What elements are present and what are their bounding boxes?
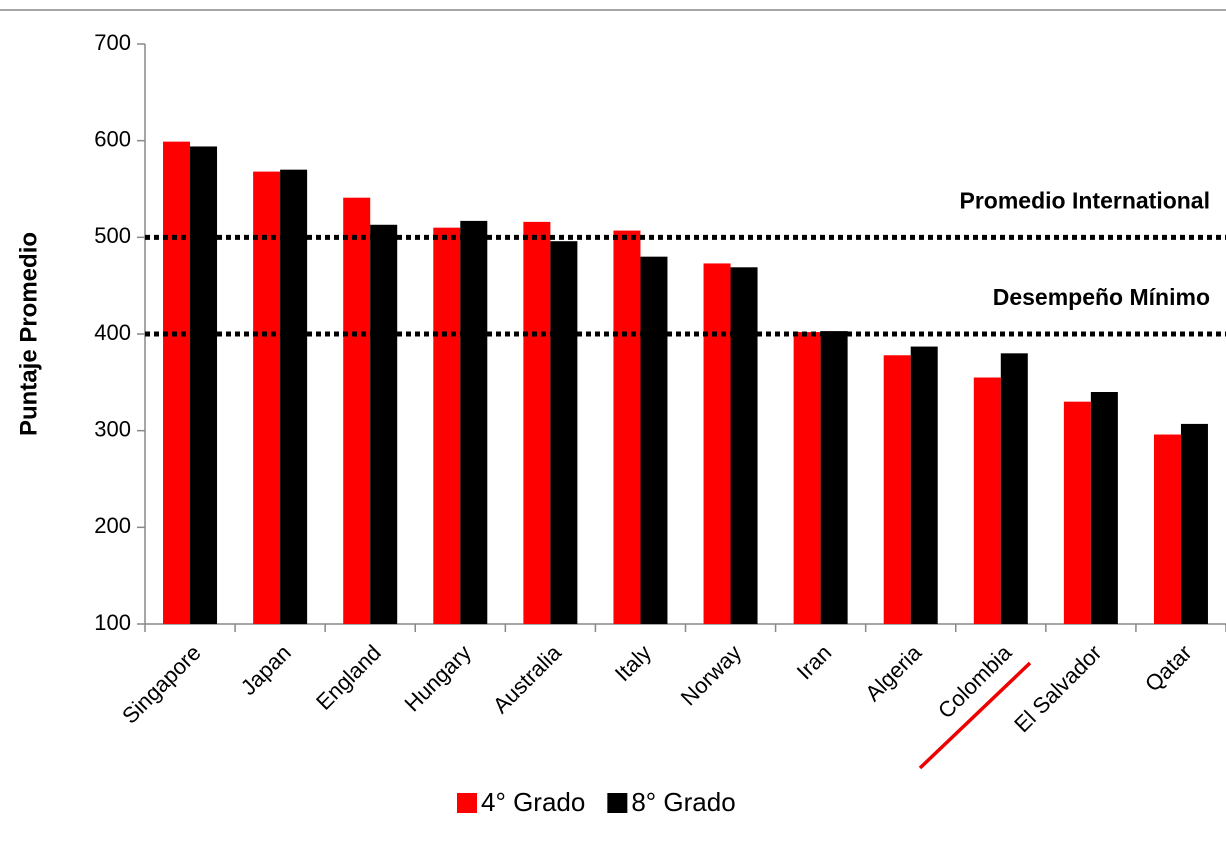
- bar: [163, 141, 191, 624]
- reference-label: Desempeño Mínimo: [993, 284, 1210, 310]
- bar: [613, 230, 641, 625]
- bar: [973, 377, 1001, 624]
- y-tick-label: 600: [94, 126, 131, 151]
- bar: [703, 263, 731, 624]
- y-tick-label: 200: [94, 513, 131, 538]
- legend-label: 4° Grado: [481, 787, 585, 817]
- bar: [883, 355, 911, 624]
- y-tick-label: 100: [94, 610, 131, 635]
- bar: [343, 197, 371, 624]
- legend-swatch: [457, 793, 477, 813]
- x-tick-label: Algeria: [860, 639, 927, 706]
- x-tick-label: England: [311, 640, 386, 715]
- bar: [370, 224, 398, 624]
- bar: [550, 241, 578, 624]
- x-tick-label: Qatar: [1140, 640, 1197, 697]
- bar: [730, 267, 758, 624]
- y-tick-label: 500: [94, 223, 131, 248]
- bar: [910, 346, 938, 624]
- y-tick-label: 400: [94, 320, 131, 345]
- bar: [793, 332, 821, 624]
- bar: [523, 221, 551, 624]
- bar: [190, 146, 218, 624]
- bar: [280, 169, 308, 624]
- bar: [820, 331, 848, 624]
- bar: [1000, 353, 1028, 624]
- bar: [1153, 434, 1181, 624]
- x-tick-label: Colombia: [933, 639, 1017, 723]
- x-tick-label: Hungary: [399, 640, 475, 716]
- reference-label: Promedio International: [960, 187, 1210, 213]
- bar: [1063, 401, 1091, 624]
- bar: [460, 220, 488, 624]
- x-tick-label: Australia: [488, 639, 567, 718]
- bar: [1090, 392, 1118, 624]
- bar: [433, 227, 461, 624]
- x-tick-label: Japan: [236, 640, 296, 700]
- y-tick-label: 300: [94, 416, 131, 441]
- y-axis-title: Puntaje Promedio: [15, 232, 42, 436]
- x-tick-label: Iran: [792, 640, 836, 684]
- highlight-underline: [918, 661, 1032, 770]
- x-tick-label: Singapore: [117, 640, 206, 729]
- x-tick-label: Italy: [610, 640, 656, 686]
- bar: [640, 256, 668, 624]
- legend-swatch: [607, 793, 628, 813]
- x-tick-label: El Salvador: [1009, 640, 1106, 737]
- x-tick-label: Norway: [676, 640, 746, 710]
- bar: [253, 171, 281, 624]
- legend-label: 8° Grado: [631, 787, 735, 817]
- y-tick-label: 700: [94, 30, 131, 55]
- bar: [1180, 423, 1208, 624]
